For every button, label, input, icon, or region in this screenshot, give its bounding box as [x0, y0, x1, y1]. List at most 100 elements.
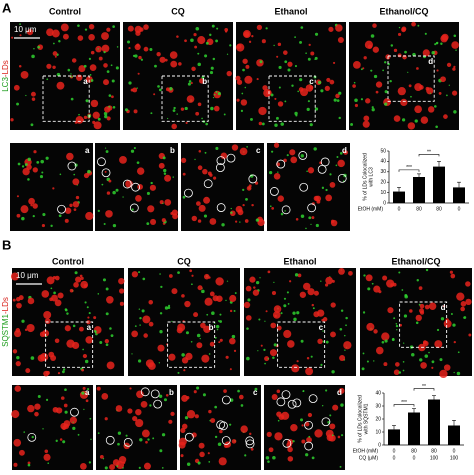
lipid-droplet [44, 318, 51, 325]
inset-letter: c [256, 146, 261, 155]
lipid-droplet [328, 26, 334, 32]
lipid-droplet [104, 417, 108, 421]
marker-puncta [300, 214, 305, 218]
marker-puncta [294, 273, 299, 277]
marker-puncta [417, 24, 420, 27]
marker-puncta [217, 320, 220, 322]
marker-puncta [229, 423, 232, 426]
lipid-droplet [204, 297, 213, 306]
marker-puncta [142, 277, 146, 281]
marker-puncta [205, 122, 209, 126]
bar [388, 429, 400, 445]
lipid-droplet [181, 423, 188, 430]
lipid-droplet [256, 78, 259, 81]
marker-puncta [336, 156, 339, 159]
marker-puncta [436, 328, 440, 332]
coloc-circle [203, 179, 213, 189]
lipid-droplet [203, 325, 211, 334]
marker-puncta [339, 152, 343, 155]
marker-puncta [401, 289, 404, 291]
lipid-droplet [106, 361, 115, 370]
lipid-droplet [231, 144, 239, 151]
coloc-circle [299, 182, 309, 192]
lipid-droplet [242, 58, 248, 64]
condition-value: 0 [393, 455, 396, 461]
lipid-droplet [189, 269, 193, 273]
lipid-droplet [33, 150, 37, 154]
marker-puncta [25, 94, 27, 97]
coloc-circle [269, 187, 279, 196]
marker-puncta [212, 57, 216, 61]
marker-puncta [88, 312, 91, 315]
marker-puncta [138, 308, 141, 310]
inset-letter: d [342, 146, 347, 155]
marker-puncta [116, 46, 119, 48]
lipid-droplet [213, 176, 217, 180]
lipid-droplet [180, 107, 185, 111]
marker-puncta [17, 162, 21, 166]
marker-puncta [300, 26, 304, 29]
marker-puncta [255, 218, 259, 222]
marker-puncta [345, 316, 348, 320]
lipid-droplet [468, 333, 472, 337]
marker-puncta [284, 100, 287, 103]
inset-box [167, 321, 216, 368]
marker-puncta [30, 356, 35, 360]
marker-puncta [196, 386, 200, 390]
lipid-droplet [83, 115, 88, 120]
lipid-droplet [330, 331, 336, 338]
lipid-droplet [236, 98, 240, 102]
marker-puncta [186, 462, 191, 467]
lipid-droplet [306, 357, 310, 360]
marker-puncta [199, 337, 201, 340]
lipid-droplet [104, 106, 111, 113]
lipid-droplet [85, 399, 89, 403]
marker-puncta [341, 434, 344, 437]
lipid-droplet [343, 341, 352, 350]
lipid-droplet [201, 354, 210, 363]
y-axis-label: % of LDs Colocalized [357, 395, 363, 443]
lipid-droplet [64, 218, 69, 223]
lipid-droplet [194, 45, 198, 49]
marker-puncta [37, 395, 41, 399]
marker-puncta [139, 316, 142, 320]
marker-puncta [146, 222, 150, 226]
coloc-circle [321, 417, 331, 427]
marker-puncta [384, 90, 388, 94]
lipid-droplet [27, 29, 34, 36]
marker-puncta [127, 40, 131, 44]
lipid-droplet [274, 97, 277, 100]
lipid-droplet [408, 84, 412, 88]
panel-label: A [2, 0, 12, 15]
lipid-droplet [414, 83, 423, 92]
coloc-circle [307, 203, 317, 213]
lipid-droplet [393, 369, 400, 376]
coloc-circle [129, 203, 139, 213]
lipid-droplet [199, 451, 205, 458]
marker-puncta [177, 371, 180, 374]
lipid-droplet [443, 319, 452, 328]
lipid-droplet [19, 34, 22, 37]
marker-puncta [354, 98, 358, 103]
lipid-droplet [57, 371, 61, 375]
marker-puncta [270, 93, 274, 97]
lipid-droplet [324, 283, 329, 287]
marker-puncta [102, 458, 105, 460]
lipid-droplet [82, 386, 86, 390]
marker-puncta [185, 331, 189, 335]
marker-puncta [138, 271, 141, 274]
marker-puncta [217, 92, 221, 96]
lipid-droplet [339, 354, 346, 361]
marker-puncta [191, 283, 193, 286]
lipid-droplet [104, 339, 109, 344]
lipid-droplet [438, 92, 442, 95]
bar [428, 399, 440, 445]
channel-lds: -LDs [1, 60, 10, 77]
lipid-droplet [248, 184, 252, 188]
marker-puncta [446, 94, 448, 97]
marker-puncta [353, 81, 356, 84]
lipid-droplet [264, 356, 270, 362]
marker-puncta [331, 434, 334, 437]
lipid-droplet [305, 367, 314, 376]
lipid-droplet [409, 309, 413, 313]
